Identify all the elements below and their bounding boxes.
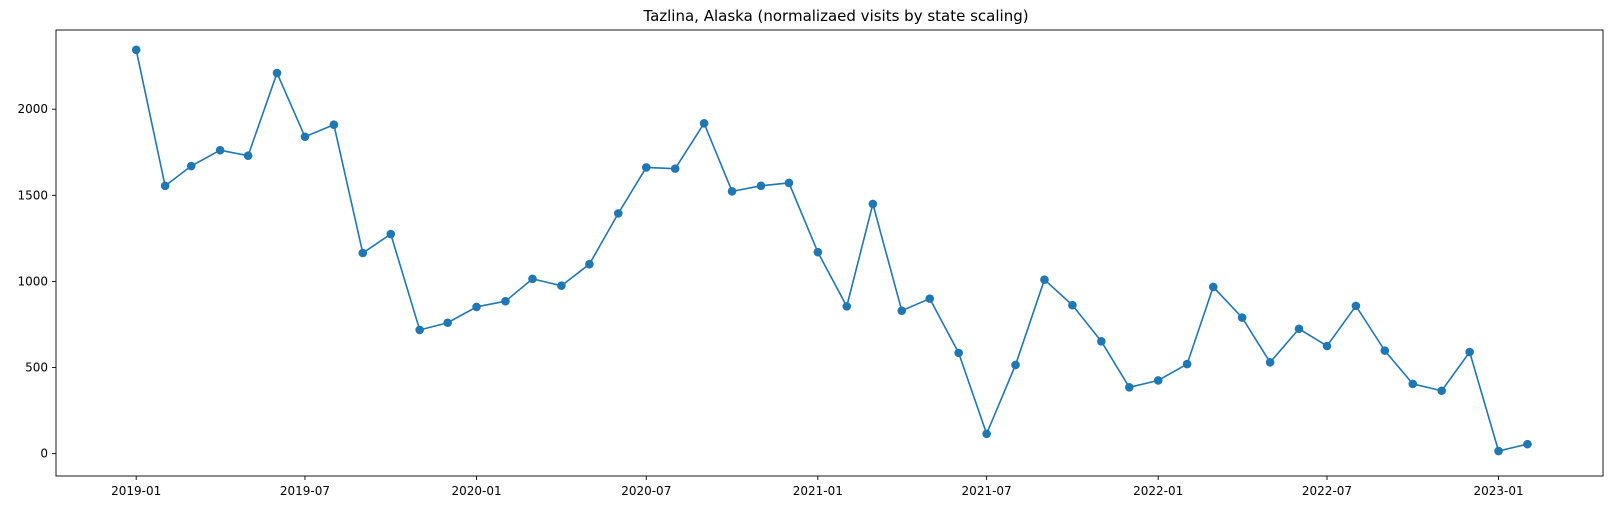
x-axis: 2019-01 2019-07 2020-01 2020-07 2021-01 2021-…: [111, 476, 1524, 498]
data-point: [1465, 347, 1474, 357]
data-point: [1351, 301, 1361, 311]
data-point: [528, 274, 537, 284]
data-point: [954, 348, 963, 358]
x-tick-label: 2023-01: [1473, 484, 1523, 498]
data-point: [557, 281, 566, 291]
data-point: [1040, 275, 1049, 284]
data-point: [868, 199, 878, 209]
data-point: [756, 181, 766, 191]
x-tick-label: 2020-01: [451, 484, 501, 498]
data-point: [1208, 282, 1218, 292]
data-point: [1408, 379, 1418, 389]
data-point: [501, 296, 510, 306]
data-point: [215, 145, 225, 155]
y-tick-label: 0: [40, 447, 48, 461]
data-point: [982, 429, 991, 439]
y-tick-label: 1500: [17, 188, 48, 202]
data-point: [699, 119, 709, 128]
data-point: [272, 68, 282, 78]
data-point: [670, 164, 680, 173]
data-point: [186, 161, 196, 171]
data-point: [585, 259, 594, 269]
data-point: [1494, 446, 1503, 456]
data-point: [1068, 300, 1077, 310]
data-point: [842, 302, 852, 311]
data-point: [727, 187, 737, 196]
y-tick-label: 1000: [17, 274, 48, 288]
x-tick-label: 2019-07: [280, 484, 330, 498]
data-point: [1182, 359, 1192, 369]
data-point: [243, 151, 253, 161]
data-point: [1437, 386, 1446, 396]
data-point: [784, 178, 794, 188]
data-point: [300, 132, 310, 142]
data-point: [160, 181, 170, 191]
data-point: [641, 163, 651, 172]
data-point: [1124, 383, 1134, 392]
data-point: [1523, 439, 1532, 449]
x-tick-label: 2022-07: [1302, 484, 1352, 498]
x-tick-label: 2022-01: [1133, 484, 1183, 498]
plot-frame: [55, 29, 1604, 477]
data-point: [1322, 341, 1332, 351]
data-point: [1237, 313, 1247, 322]
x-tick-label: 2021-01: [793, 484, 843, 498]
data-point: [386, 229, 396, 239]
data-point: [131, 45, 141, 55]
data-point: [1011, 360, 1020, 370]
data-point: [1294, 324, 1304, 334]
data-point: [1380, 346, 1390, 355]
data-point: [813, 247, 823, 257]
data-point: [329, 120, 339, 130]
data-point: [925, 294, 935, 303]
data-point: [443, 318, 452, 328]
y-tick-label: 2000: [17, 102, 48, 116]
data-point: [1097, 337, 1106, 346]
data-point: [613, 209, 623, 218]
x-tick-label: 2019-01: [111, 484, 161, 498]
series-markers: [131, 45, 1532, 456]
y-axis: 0 500 1000 1500 2000: [17, 102, 56, 461]
data-point: [1265, 358, 1275, 367]
y-tick-label: 500: [25, 361, 48, 375]
data-point: [358, 248, 368, 258]
data-point: [472, 302, 481, 312]
x-tick-label: 2021-07: [962, 484, 1012, 498]
data-point: [1153, 376, 1163, 385]
data-point: [415, 325, 424, 335]
series-line: [135, 49, 1528, 452]
data-point: [897, 306, 907, 315]
chart-title: Tazlina, Alaska (normalizaed visits by s…: [642, 7, 1028, 25]
x-tick-label: 2020-07: [621, 484, 671, 498]
